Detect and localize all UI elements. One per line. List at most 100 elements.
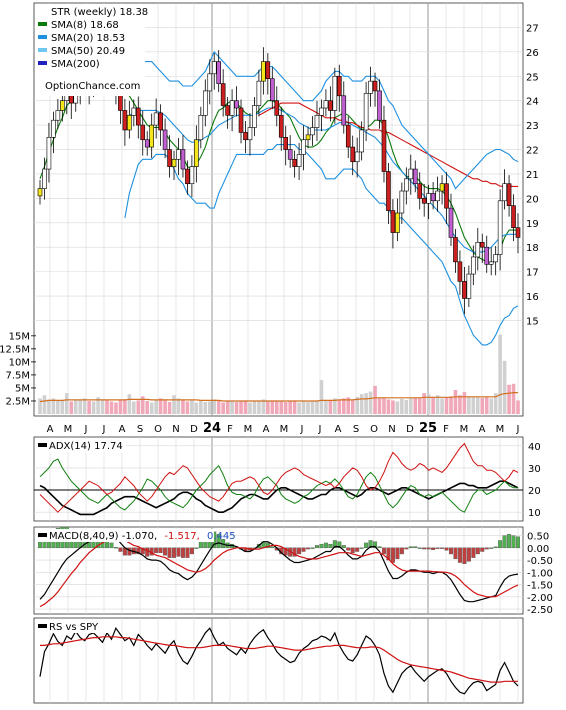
candle-body: [229, 100, 235, 116]
macd-histogram-bar: [489, 547, 494, 549]
candle-body: [319, 107, 324, 116]
volume-bar: [279, 400, 284, 414]
macd-histogram-bar: [471, 547, 476, 558]
month-tick-label: J: [102, 424, 106, 435]
macd-histogram-bar: [109, 542, 114, 549]
candle-body: [381, 119, 387, 172]
legend-sma20-swatch: [38, 35, 47, 39]
price-tick-label: 24: [526, 97, 539, 108]
rs-panel-frame: [33, 617, 524, 704]
macd-histogram-bar: [448, 547, 453, 555]
price-tick-label: 27: [526, 23, 539, 34]
volume-bar: [216, 400, 221, 414]
macd-tick-label: -2.00: [527, 593, 553, 604]
rs-series-line: [40, 636, 518, 683]
candle-body: [471, 256, 476, 275]
candle-body: [345, 124, 351, 148]
legend-background: [35, 4, 145, 96]
volume-bar: [435, 395, 440, 414]
candle-body: [515, 227, 521, 238]
macd-histogram-bar: [265, 542, 270, 549]
month-tick-label: M: [460, 424, 469, 435]
candle-body: [310, 127, 315, 136]
macd-histogram-bar: [502, 535, 507, 549]
candle-body: [372, 80, 378, 92]
macd-histogram-bar: [167, 547, 172, 558]
month-tick-label: D: [406, 424, 414, 435]
macd-tick-label: -0.50: [527, 556, 553, 567]
volume-bar: [203, 402, 208, 414]
macd-histogram-bar: [498, 540, 503, 549]
candle-body: [127, 115, 132, 131]
candle-body: [153, 112, 159, 126]
macd-histogram-bar: [431, 547, 436, 550]
year-tick-label: 25: [419, 421, 437, 436]
macd-histogram-bar: [364, 542, 369, 549]
rs-title-bg: [36, 620, 108, 633]
rs-swatch: [38, 624, 47, 628]
macd-histogram-bar: [417, 547, 422, 549]
macd-histogram-bar: [118, 547, 123, 552]
macd-y-axis: 0.500.00-0.50-1.00 -1.50-2.00-2.50: [527, 532, 553, 617]
candle-body: [453, 237, 458, 263]
candle-body: [332, 75, 338, 111]
volume-bar: [91, 401, 96, 414]
candle-body: [176, 149, 181, 160]
candle-body: [363, 93, 369, 131]
volume-bar: [337, 399, 342, 414]
macd-histogram-bar: [185, 547, 190, 558]
macd-histogram-bar: [386, 547, 391, 561]
month-tick-label: M: [280, 424, 289, 435]
volume-bar: [306, 402, 310, 414]
volume-bar: [319, 380, 324, 414]
candle-body: [202, 90, 208, 116]
adx-series-line: [39, 458, 518, 513]
candle-body: [158, 112, 163, 131]
volume-average: [39, 392, 518, 403]
volume-bar: [377, 398, 382, 414]
candle-body: [390, 210, 396, 233]
macd-title-values: MACD(8,40,9) -1.070,: [49, 531, 157, 542]
price-tick-label: 18: [526, 243, 539, 254]
macd-histogram-bar: [319, 543, 324, 549]
candle-body: [198, 115, 204, 141]
adx-title: ADX(14) 17.74: [49, 441, 123, 452]
volume-bar: [400, 398, 404, 414]
candle-body: [283, 137, 289, 150]
adx-y-axis: 10 20 30 40: [528, 442, 541, 519]
candle-body: [162, 129, 168, 150]
volume-bar: [310, 400, 315, 414]
month-tick-label: A: [47, 424, 54, 435]
volume-bars: [38, 334, 520, 414]
candle-body: [122, 110, 128, 131]
volume-bar: [288, 401, 292, 414]
volume-bar: [69, 401, 74, 414]
volume-bar: [498, 334, 502, 414]
candle-body: [435, 190, 440, 202]
volume-bar: [118, 400, 123, 414]
volume-bar: [484, 396, 489, 414]
macd-histogram-bar: [297, 547, 302, 555]
candle-body: [243, 132, 248, 141]
price-tick-label: 22: [526, 146, 539, 157]
price-tick-label: 21: [526, 170, 539, 181]
candle-body: [234, 100, 239, 109]
volume-bar: [239, 400, 243, 414]
volume-bar: [234, 402, 239, 414]
macd-histogram-bar: [270, 546, 275, 549]
candle-body: [220, 83, 226, 106]
candle-body: [421, 198, 427, 204]
macd-histogram-bar: [328, 543, 333, 549]
macd-histogram-bar: [341, 545, 346, 549]
candle-body: [55, 110, 61, 121]
macd-histogram-bar: [395, 547, 400, 560]
volume-bar: [190, 400, 194, 414]
legend-sma8: SMA(8) 18.68: [51, 20, 119, 31]
volume-bar: [136, 400, 141, 414]
volume-bar: [230, 401, 234, 414]
candle-body: [278, 115, 284, 138]
legend-sma50-swatch: [38, 48, 47, 52]
price-tick-label: 20: [526, 194, 539, 205]
candle-body: [444, 183, 449, 209]
candle-body: [386, 171, 391, 211]
